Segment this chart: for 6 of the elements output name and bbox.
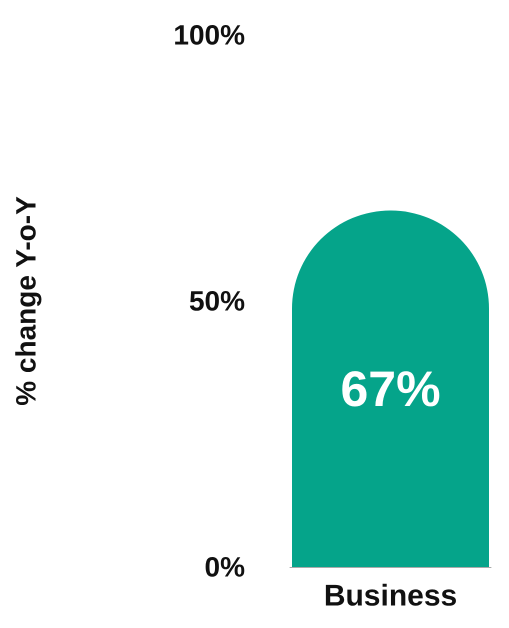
y-tick-label: 100%	[173, 20, 246, 50]
x-tick-label: Business	[324, 580, 458, 612]
y-tick-label: 50%	[188, 286, 246, 316]
y-axis-title: % change Y-o-Y	[10, 196, 42, 406]
y-tick-label: 0%	[204, 552, 246, 582]
data-label: 67%	[340, 360, 441, 417]
